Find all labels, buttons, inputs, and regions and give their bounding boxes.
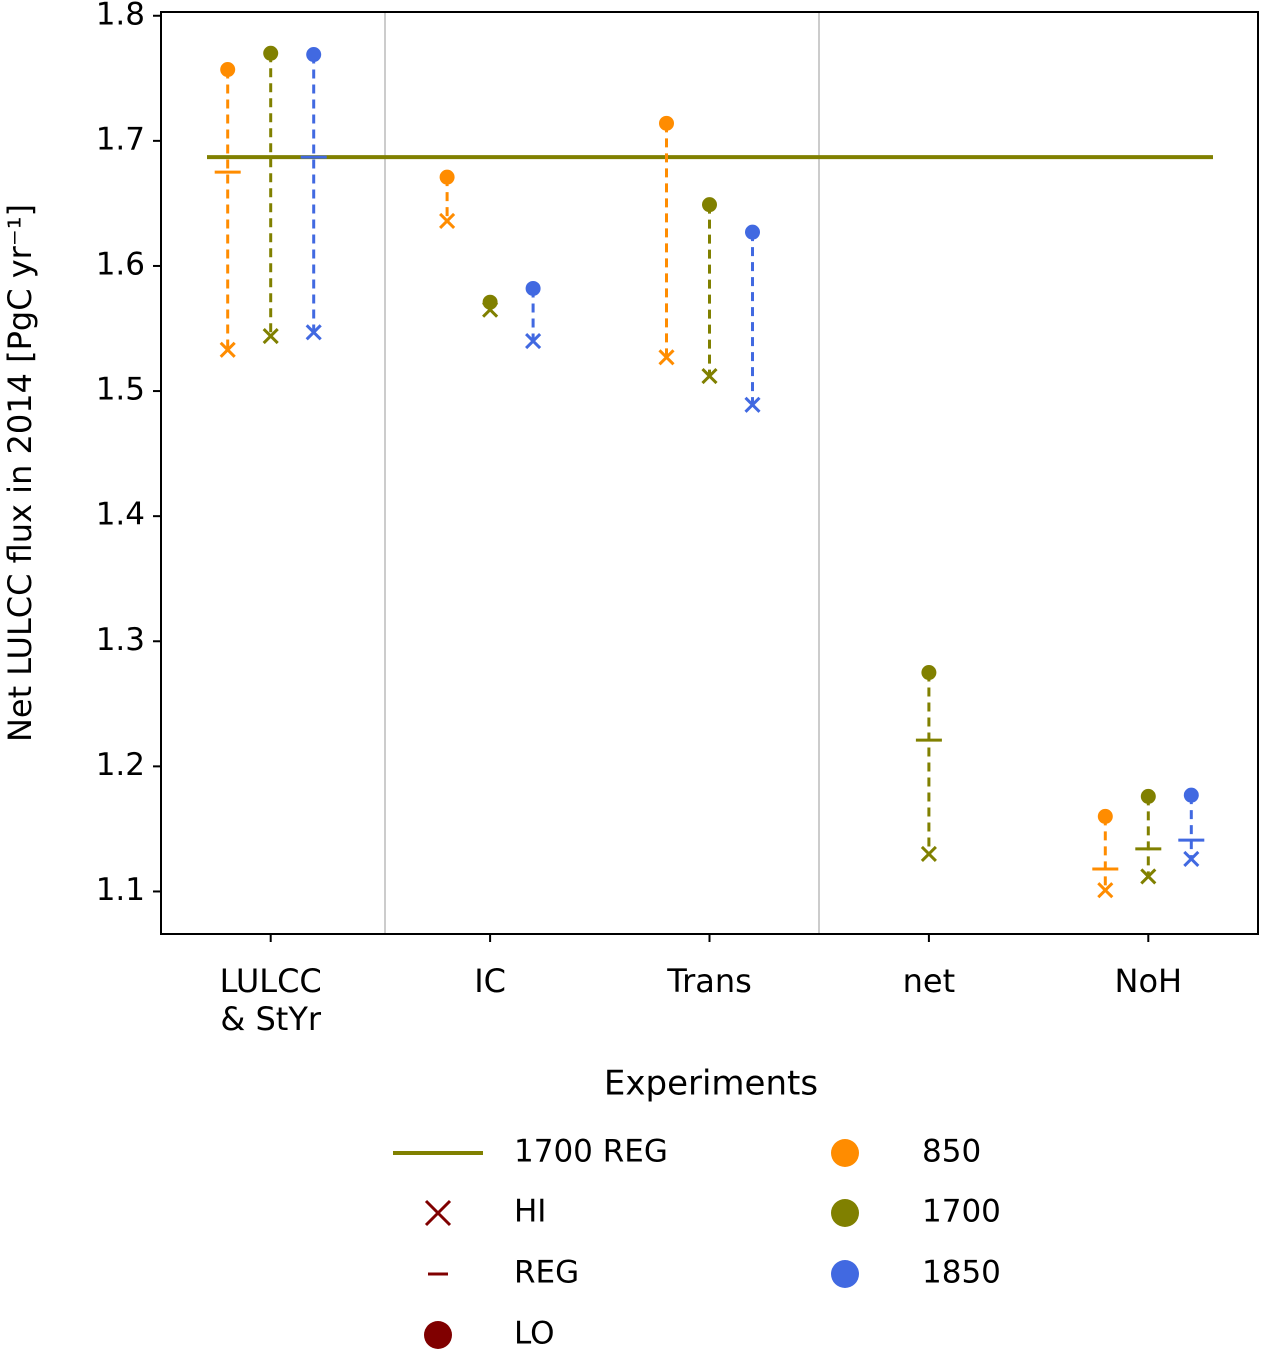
y-tick-label: 1.3 [96,622,145,658]
lo-dot [306,47,322,63]
hi-marker [920,845,937,862]
x-tick-label: IC [474,962,506,1000]
legend-label: HI [514,1194,546,1230]
y-tick-label: 1.2 [96,747,145,783]
legend-label: 850 [922,1134,981,1170]
x-tick-label: Trans [667,962,752,1000]
y-tick-label: 1.1 [96,872,145,908]
x-tick-label: net [902,962,956,1000]
x-tick-label: NoH [1114,962,1183,1000]
hi-marker [262,327,279,345]
y-axis-label: Net LULCC flux in 2014 [PgC yr⁻¹] [1,204,39,742]
legend-swatch [831,1199,859,1227]
hi-marker [744,396,761,413]
y-tick-label: 1.4 [96,497,145,533]
y-tick-label: 1.5 [96,372,145,408]
y-tick-label: 1.6 [96,246,145,282]
legend-label: REG [514,1255,579,1291]
plot-frame [160,11,1259,935]
legend-label: 1700 [922,1194,1001,1230]
hi-marker [701,367,718,385]
legend-swatch [831,1139,859,1167]
hi-marker [439,212,456,229]
lo-dot [921,665,937,681]
legend-swatch [424,1321,452,1349]
lo-dot [1183,787,1199,803]
lo-dot [659,115,674,131]
hi-marker [482,301,499,318]
lo-dot [482,294,498,310]
hi-marker [1183,850,1200,867]
lo-dot [220,62,236,78]
hi-marker [305,324,322,341]
legend-label: LO [514,1316,555,1351]
lo-dot [525,280,541,296]
y-tick-label: 1.7 [96,121,145,157]
legend-title: Experiments [604,1064,818,1104]
lo-dot [702,197,717,213]
hi-marker [658,349,675,366]
lo-dot [1140,788,1156,804]
legend-label: 1700 REG [514,1134,668,1170]
hi-marker [1140,868,1157,885]
legend-swatch [424,1199,452,1227]
x-tick-label: LULCC & StYr [219,962,322,1038]
legend-label: 1850 [922,1255,1001,1291]
lo-dot [745,224,760,240]
lo-dot [1097,808,1113,824]
hi-marker [219,341,236,358]
lo-dot [263,45,279,61]
legend-swatch [831,1260,859,1288]
hi-marker [1097,882,1114,899]
hi-marker [525,332,542,350]
y-tick-label: 1.8 [96,0,145,32]
lo-dot [439,169,455,185]
